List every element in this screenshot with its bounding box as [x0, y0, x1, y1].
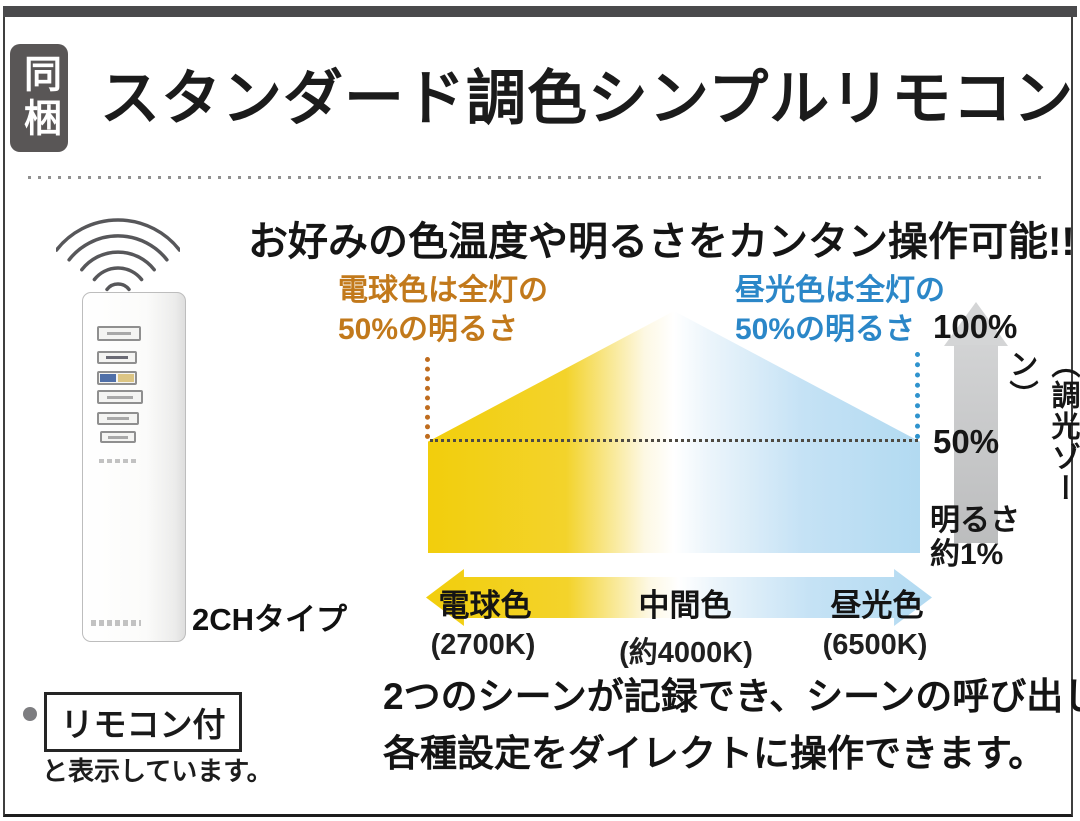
cool-annotation: 昼光色は全灯の 50%の明るさ [735, 271, 945, 349]
remote-label-text [99, 459, 137, 463]
description-line-2: 各種設定をダイレクトに操作できます。 [383, 733, 1046, 774]
cool-dotted-guide-line [915, 352, 920, 439]
subtitle: お好みの色温度や明るさをカンタン操作可能!! [248, 220, 1075, 264]
remote-included-suffix: と表示しています。 [42, 756, 273, 786]
remote-button-2 [97, 351, 137, 364]
remote-button-6 [100, 431, 136, 443]
remote-brand-mark [91, 620, 141, 626]
scale-min-label: 明るさ 約1% [930, 504, 1020, 572]
signal-waves-icon [56, 218, 180, 292]
warm-color-key-icon [118, 374, 134, 382]
scale-min-line1: 明るさ [930, 504, 1020, 537]
kelvin-label-cool: (6500K) [822, 629, 928, 661]
remote-button-4 [97, 390, 143, 404]
axis-label-cool: 昼光色 [830, 588, 924, 623]
kelvin-label-warm: (2700K) [430, 629, 536, 661]
remote-button-3-color-temp [97, 371, 137, 385]
description-text: 2つのシーンが記録でき、シーンの呼び出しや 各種設定をダイレクトに操作できます。 [383, 668, 1080, 782]
remote-button-1 [97, 326, 141, 341]
page-title: スタンダード調色シンプルリモコン [100, 65, 1075, 132]
axis-label-warm: 電球色 [438, 588, 532, 623]
dim-zone-arrow-shaft [954, 345, 998, 543]
dim-zone-label: （調光ゾーン） [1005, 349, 1079, 504]
button-glyph [107, 332, 131, 335]
kelvin-label-mid: (約4000K) [619, 637, 753, 669]
bullet-icon [23, 707, 37, 721]
axis-label-mid: 中間色 [638, 588, 732, 623]
warm-annotation-line1: 電球色は全灯の [338, 274, 548, 307]
button-glyph [108, 435, 128, 439]
scale-50-label: 50% [933, 423, 1000, 460]
color-temp-axis-arrow [426, 569, 932, 626]
warm-dotted-guide-line [425, 357, 430, 439]
remote-type-label: 2CHタイプ [192, 602, 348, 637]
included-badge: 同梱 [10, 44, 68, 152]
top-border-strip [3, 6, 1077, 17]
warm-annotation-line2: 50%の明るさ [338, 313, 519, 346]
button-glyph [107, 395, 133, 399]
scale-100-label: 100% [933, 308, 1018, 345]
button-glyph [106, 356, 128, 359]
button-glyph [106, 417, 130, 420]
fifty-percent-dotted-line [430, 439, 918, 442]
description-line-1: 2つのシーンが記録でき、シーンの呼び出しや [383, 676, 1080, 717]
warm-annotation: 電球色は全灯の 50%の明るさ [338, 271, 548, 349]
remote-included-box: リモコン付 [44, 692, 242, 752]
remote-button-5 [97, 412, 139, 425]
scale-min-line2: 約1% [930, 538, 1004, 571]
remote-control-illustration [82, 292, 186, 642]
cool-annotation-line2: 50%の明るさ [735, 313, 916, 346]
cool-annotation-line1: 昼光色は全灯の [735, 274, 945, 307]
cool-color-key-icon [100, 374, 116, 382]
dotted-divider [28, 176, 1048, 179]
